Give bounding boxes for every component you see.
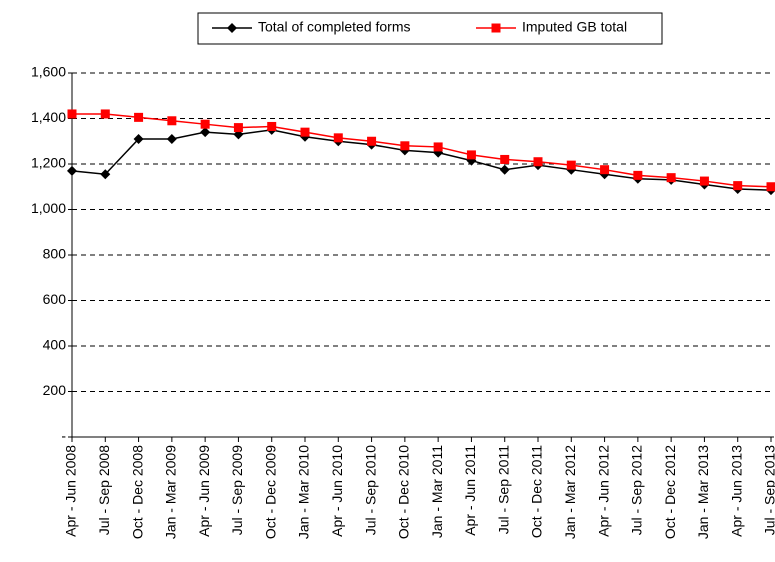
marker	[499, 164, 510, 175]
marker	[133, 133, 144, 144]
x-tick-label: Jul - Sep 2010	[362, 445, 378, 535]
y-tick-label: 1,600	[31, 64, 66, 80]
x-tick-label: Oct - Dec 2010	[396, 445, 412, 539]
x-tick-label: Jul - Sep 2009	[229, 445, 245, 535]
x-tick-label: Jan - Mar 2009	[163, 445, 179, 539]
y-tick-label: -	[61, 428, 66, 444]
legend-marker	[227, 23, 237, 33]
marker	[666, 173, 676, 183]
x-tick-label: Jul - Sep 2011	[495, 445, 511, 534]
legend-box	[197, 12, 663, 45]
x-tick-label: Apr - Jun 2011	[462, 445, 478, 536]
marker	[766, 182, 775, 192]
marker	[100, 169, 111, 180]
marker	[566, 160, 576, 170]
marker	[200, 127, 211, 138]
x-tick-label: Apr - Jun 2013	[728, 445, 744, 537]
marker	[367, 136, 377, 146]
marker	[500, 154, 510, 164]
marker	[167, 116, 177, 126]
marker	[67, 109, 77, 119]
y-tick-label: 200	[43, 382, 67, 398]
marker	[466, 150, 476, 160]
marker	[67, 165, 77, 176]
x-tick-label: Oct - Dec 2011	[529, 445, 545, 538]
marker	[400, 141, 410, 151]
x-tick-label: Jan - Mar 2012	[562, 445, 578, 539]
series-line	[71, 129, 772, 191]
marker	[233, 123, 243, 133]
marker	[200, 119, 210, 129]
x-tick-label: Jan - Mar 2010	[296, 445, 312, 539]
x-tick-label: Apr - Jun 2009	[196, 445, 212, 537]
y-tick-label: 800	[43, 246, 67, 262]
series-line	[72, 113, 772, 188]
marker	[300, 127, 310, 137]
x-tick-label: Apr - Jun 2008	[63, 445, 79, 537]
y-tick-label: 1,200	[31, 155, 66, 171]
marker	[166, 133, 177, 144]
x-tick-label: Jan - Mar 2011	[429, 445, 445, 538]
x-tick-label: Apr - Jun 2012	[595, 445, 611, 537]
legend-label: Imputed GB total	[522, 19, 627, 35]
marker	[699, 176, 709, 186]
marker	[134, 112, 144, 122]
marker	[100, 109, 110, 119]
y-tick-label: 600	[43, 291, 67, 307]
marker	[633, 170, 643, 180]
marker	[533, 157, 543, 167]
marker	[600, 165, 610, 175]
marker	[333, 133, 343, 143]
marker	[267, 121, 277, 131]
x-tick-label: Oct - Dec 2008	[129, 445, 145, 539]
x-tick-label: Jul - Sep 2008	[96, 445, 112, 535]
x-tick-label: Oct - Dec 2012	[662, 445, 678, 539]
marker	[733, 181, 743, 191]
legend-marker	[491, 23, 501, 33]
legend-label: Total of completed forms	[258, 19, 411, 35]
x-tick-label: Apr - Jun 2010	[329, 445, 345, 537]
x-tick-label: Jul - Sep 2013	[762, 445, 775, 535]
y-tick-label: 400	[43, 337, 67, 353]
y-tick-label: 1,400	[31, 109, 66, 125]
x-tick-label: Jul - Sep 2012	[629, 445, 645, 535]
marker	[433, 142, 443, 152]
x-tick-label: Oct - Dec 2009	[262, 445, 278, 539]
y-tick-label: 1,000	[31, 200, 66, 216]
x-tick-label: Jan - Mar 2013	[695, 445, 711, 539]
